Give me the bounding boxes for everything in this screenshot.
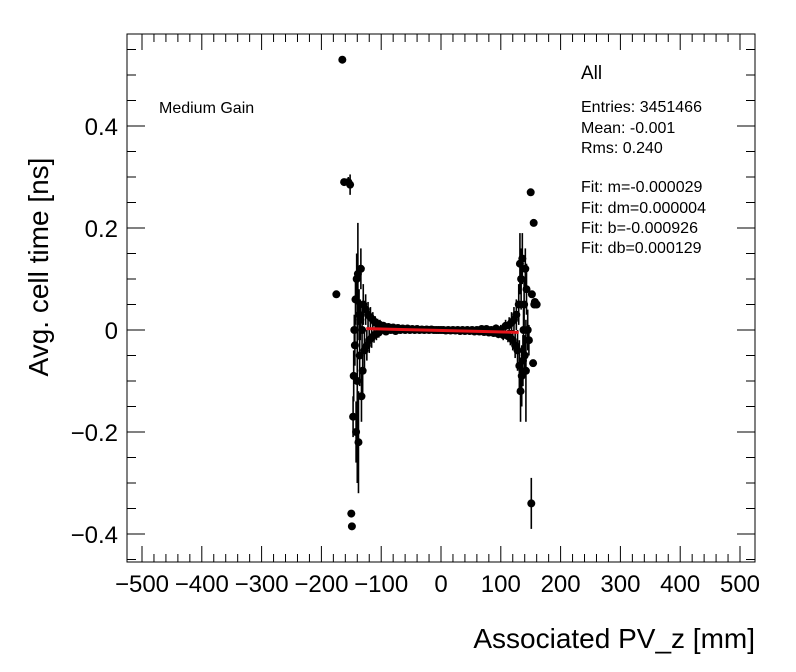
- x-tick-label: −300: [235, 571, 289, 598]
- data-point: [358, 366, 367, 375]
- data-point: [512, 310, 521, 319]
- data-point: [350, 341, 359, 350]
- data-point: [332, 290, 341, 299]
- data-point: [527, 290, 536, 299]
- gain-annotation: Medium Gain: [159, 100, 254, 117]
- data-point: [526, 188, 535, 197]
- data-point: [520, 300, 529, 309]
- data-point: [532, 300, 541, 309]
- data-point: [347, 509, 356, 518]
- error-bars: [347, 174, 533, 529]
- stats-fit-m: Fit: m=-0.000029: [581, 179, 703, 196]
- x-tick-label: 500: [720, 571, 760, 598]
- x-tick-label: −500: [115, 571, 169, 598]
- data-point: [346, 180, 355, 189]
- y-tick-label: 0: [105, 318, 118, 345]
- data-point: [520, 351, 529, 360]
- data-point: [355, 351, 364, 360]
- data-point: [353, 377, 362, 385]
- data-point: [521, 366, 530, 375]
- x-tick-label: −100: [354, 571, 408, 598]
- y-axis-title: Avg. cell time [ns]: [23, 158, 54, 377]
- data-point: [522, 285, 531, 294]
- data-point: [347, 522, 356, 531]
- data-point: [513, 346, 522, 355]
- data-point: [350, 326, 359, 334]
- y-tick-labels: −0.4 −0.2 0 0.2 0.4: [71, 114, 118, 549]
- x-tick-label: 200: [541, 571, 581, 598]
- data-point: [349, 412, 358, 421]
- data-point: [356, 315, 365, 324]
- data-point: [523, 326, 532, 334]
- stats-mean: Mean: -0.001: [581, 120, 675, 137]
- y-tick-label: −0.2: [71, 420, 118, 447]
- x-tick-label: −400: [175, 571, 229, 598]
- stats-entries: Entries: 3451466: [581, 99, 702, 116]
- data-point: [527, 499, 536, 508]
- data-point: [354, 438, 363, 447]
- stats-fit-db: Fit: db=0.000129: [581, 240, 702, 257]
- y-tick-label: 0.4: [85, 114, 118, 141]
- x-tick-label: 0: [434, 571, 447, 598]
- stats-title: All: [581, 63, 602, 84]
- data-point: [516, 387, 525, 396]
- data-point: [521, 264, 530, 273]
- x-axis-title: Associated PV_z [mm]: [473, 623, 755, 654]
- stats-fit-dm: Fit: dm=0.000004: [581, 200, 706, 217]
- y-tick-label: 0.2: [85, 216, 118, 243]
- data-point: [518, 254, 527, 263]
- stats-rms: Rms: 0.240: [581, 140, 663, 157]
- axis-ticks: [127, 34, 755, 562]
- x-tick-label: 100: [481, 571, 521, 598]
- y-tick-label: −0.4: [71, 522, 118, 549]
- data-point: [358, 326, 367, 334]
- x-tick-label: 400: [660, 571, 700, 598]
- stats-box: All Entries: 3451466 Mean: -0.001 Rms: 0…: [581, 63, 706, 257]
- fit-line: [366, 327, 519, 334]
- data-point: [338, 55, 347, 64]
- data-point: [351, 295, 360, 304]
- x-tick-label: 300: [600, 571, 640, 598]
- data-point: [517, 275, 526, 283]
- stats-fit-b: Fit: b=-0.000926: [581, 220, 698, 237]
- x-tick-labels: −500 −400 −300 −200 −100 0 100 200 300 400 500: [115, 571, 760, 598]
- data-point: [356, 264, 365, 273]
- data-point: [357, 392, 366, 401]
- data-point: [352, 428, 361, 436]
- data-point: [524, 336, 533, 345]
- data-point: [529, 218, 538, 227]
- x-tick-label: −200: [294, 571, 348, 598]
- data-point: [529, 359, 538, 368]
